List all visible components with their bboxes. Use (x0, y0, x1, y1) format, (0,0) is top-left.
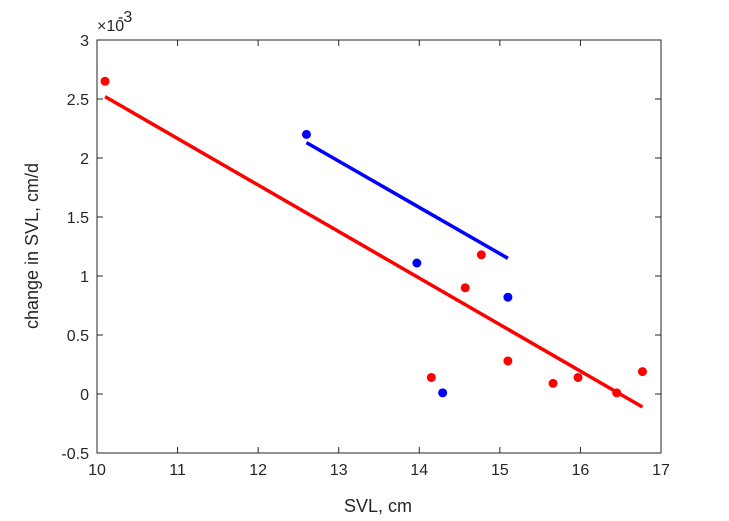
y-tick-label: 0.5 (67, 328, 89, 345)
x-axis-label: SVL, cm (344, 496, 412, 516)
data-point-red (637, 367, 647, 377)
data-point-red (548, 378, 558, 388)
y-tick-label: 0 (80, 387, 89, 404)
fit-lines (104, 95, 644, 409)
data-point-red (460, 283, 470, 293)
y-tick-label: 1 (80, 269, 89, 286)
plot-area (96, 39, 662, 454)
data-point-blue (412, 258, 422, 268)
y-axis: -0.5 0 0.5 1 1.5 2 2.5 3 (61, 33, 661, 463)
y-tick-label: 2 (80, 151, 89, 168)
y-exponent-value: -3 (118, 9, 132, 26)
y-axis-label: change in SVL, cm/d (22, 163, 42, 329)
y-tick-label: 3 (80, 33, 89, 50)
data-point-blue (438, 388, 448, 398)
data-point-red (573, 372, 583, 382)
data-points (100, 76, 647, 398)
x-axis: 10 11 12 13 14 15 16 17 (88, 40, 670, 479)
axes-box (96, 39, 662, 454)
fit-line-blue (305, 141, 509, 260)
data-point-red (100, 76, 110, 86)
x-tick-label: 16 (572, 462, 590, 479)
x-tick-label: 17 (652, 462, 670, 479)
y-tick-label: 2.5 (67, 92, 89, 109)
x-tick-label: 13 (330, 462, 348, 479)
x-tick-label: 15 (491, 462, 509, 479)
y-tick-label: -0.5 (61, 446, 89, 463)
data-point-red (503, 356, 513, 366)
x-tick-label: 12 (249, 462, 267, 479)
data-point-red (612, 388, 622, 398)
data-point-red (426, 372, 436, 382)
data-point-blue (503, 292, 513, 302)
x-tick-label: 11 (169, 462, 186, 479)
fit-line-red (104, 95, 644, 409)
data-point-red (476, 250, 486, 260)
y-tick-label: 1.5 (67, 210, 89, 227)
x-tick-label: 14 (410, 462, 428, 479)
data-point-blue (301, 129, 311, 139)
x-tick-label: 10 (88, 462, 106, 479)
y-exponent-label: ×10 (97, 18, 124, 35)
